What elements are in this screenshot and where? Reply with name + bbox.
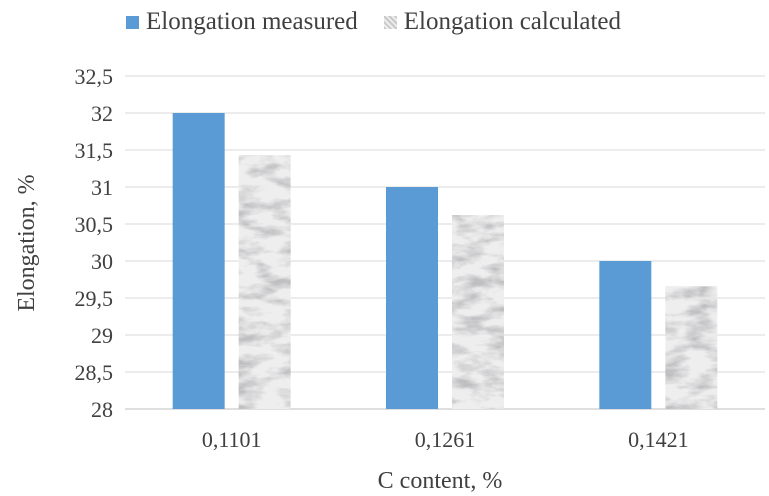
y-tick-label: 31,5	[75, 138, 114, 163]
x-tick-label: 0,1421	[628, 427, 689, 452]
legend-item-measured: Elongation measured	[126, 8, 358, 36]
bar-measured	[599, 261, 652, 409]
y-tick-label: 32,5	[75, 64, 114, 89]
y-axis-ticks: 28 28,5 29 29,5 30 30,5 31 31,5 32 32,5	[75, 64, 114, 422]
bar-calculated	[238, 155, 291, 409]
y-tick-label: 30,5	[75, 212, 114, 237]
y-tick-label: 28	[91, 397, 113, 422]
legend-swatch-measured	[126, 15, 139, 29]
x-axis-ticks: 0,1101 0,1261 0,1421	[202, 427, 689, 452]
gridlines	[125, 75, 765, 410]
bar-measured	[172, 113, 225, 409]
x-tick-label: 0,1261	[415, 427, 476, 452]
y-tick-label: 29,5	[75, 286, 114, 311]
y-tick-label: 29	[91, 323, 113, 348]
legend-label-measured: Elongation measured	[146, 8, 358, 35]
bar-calculated	[452, 215, 504, 409]
bar-calculated	[665, 286, 718, 409]
legend: Elongation measured Elongation calculate…	[126, 8, 647, 36]
x-tick-label: 0,1101	[202, 427, 262, 452]
legend-item-calculated: Elongation calculated	[383, 8, 622, 36]
y-tick-label: 31	[91, 175, 113, 200]
bars	[172, 113, 718, 409]
y-tick-label: 30	[91, 249, 113, 274]
y-axis-title: Elongation, %	[14, 174, 40, 311]
y-tick-label: 32	[91, 101, 113, 126]
legend-swatch-calculated	[383, 15, 397, 29]
bar-measured	[386, 187, 438, 409]
legend-label-calculated: Elongation calculated	[403, 8, 622, 35]
y-tick-label: 28,5	[75, 360, 114, 385]
x-axis-title: C content, %	[378, 468, 503, 494]
